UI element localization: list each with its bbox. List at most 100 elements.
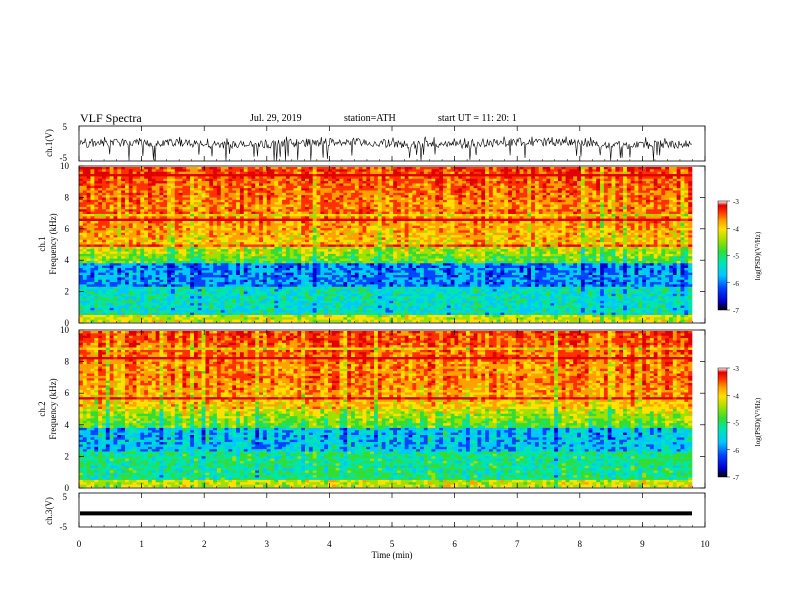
- spectrogram-cell: [128, 171, 133, 175]
- spectrogram-cell: [155, 228, 160, 231]
- spectrogram-cell: [213, 185, 218, 189]
- spectrogram-cell: [446, 237, 451, 241]
- spectrogram-cell: [542, 178, 547, 182]
- spectrogram-cell: [270, 232, 275, 236]
- spectrogram-cell: [251, 218, 256, 222]
- spectrogram-cell: [351, 218, 356, 222]
- spectrogram-cell: [343, 202, 348, 205]
- spectrogram-cell: [193, 218, 199, 222]
- spectrogram-cell: [144, 195, 149, 198]
- spectrogram-cell: [351, 176, 356, 180]
- spectrogram-cell: [469, 174, 474, 177]
- spectrogram-cell: [450, 192, 455, 196]
- spectrogram-cell: [236, 178, 241, 182]
- spectrogram-cell: [312, 192, 317, 196]
- spectrogram-cell: [454, 188, 459, 191]
- spectrogram-cell: [515, 190, 520, 194]
- spectrogram-cell: [247, 183, 252, 187]
- spectrogram-cell: [603, 192, 609, 196]
- spectrogram-cell: [477, 235, 482, 238]
- spectrogram-cell: [508, 188, 513, 191]
- spectrogram-cell: [370, 176, 375, 180]
- spectrogram-cell: [159, 195, 164, 198]
- spectrogram-cell: [588, 202, 593, 205]
- spectrogram-cell: [151, 169, 156, 172]
- spectrogram-cell: [646, 185, 651, 189]
- spectrogram-cell: [439, 209, 444, 212]
- spectrogram-cell: [565, 216, 570, 219]
- spectrogram-cell: [328, 237, 333, 241]
- spectrogram-cell: [374, 202, 379, 205]
- spectrogram-cell: [128, 223, 133, 227]
- spectrogram-cell: [79, 206, 84, 210]
- spectrogram-cell: [519, 190, 524, 194]
- spectrogram-cell: [339, 197, 344, 201]
- spectrogram-cell: [236, 171, 241, 175]
- spectrogram-cell: [381, 195, 386, 198]
- spectrogram-cell: [320, 195, 325, 198]
- spectrogram-cell: [515, 202, 520, 205]
- spectrogram-cell: [278, 174, 283, 177]
- spectrogram-cell: [458, 192, 463, 196]
- spectrogram-cell: [623, 167, 628, 170]
- spectrogram-cell: [615, 174, 620, 177]
- spectrogram-cell: [216, 188, 222, 191]
- spectrogram-cell: [293, 211, 298, 215]
- spectrogram-cell: [423, 199, 428, 203]
- spectrogram-cell: [293, 237, 298, 241]
- spectrogram-cell: [163, 195, 168, 198]
- spectrogram-cell: [117, 192, 122, 196]
- spectrogram-cell: [170, 169, 176, 172]
- spectrogram-cell: [458, 199, 463, 203]
- spectrogram-cell: [404, 185, 409, 189]
- spectrogram-cell: [450, 218, 455, 222]
- spectrogram-cell: [305, 185, 310, 189]
- spectrogram-cell: [573, 232, 578, 236]
- spectrogram-cell: [105, 232, 110, 236]
- spectrogram-cell: [684, 188, 689, 191]
- spectrogram-cell: [293, 174, 298, 177]
- spectrogram-cell: [335, 218, 340, 222]
- spectrogram-cell: [531, 190, 536, 194]
- spectrogram-cell: [381, 211, 386, 215]
- spectrogram-cell: [239, 213, 245, 217]
- spectrogram-cell: [255, 237, 260, 241]
- spectrogram-cell: [308, 237, 314, 241]
- spectrogram-cell: [205, 221, 210, 224]
- spectrogram-cell: [485, 178, 490, 182]
- spectrogram-cell: [496, 174, 501, 177]
- spectrogram-cell: [619, 185, 624, 189]
- spectrogram-cell: [569, 197, 574, 201]
- spectrogram-cell: [531, 174, 536, 177]
- spectrogram-cell: [600, 176, 605, 180]
- spectrogram-cell: [174, 181, 179, 184]
- spectrogram-cell: [504, 213, 509, 217]
- spectrogram-cell: [316, 213, 321, 217]
- spectrogram-cell: [584, 181, 589, 184]
- spectrogram-cell: [370, 223, 375, 227]
- spectrogram-cell: [251, 230, 256, 234]
- spectrogram-cell: [301, 197, 306, 201]
- spectrogram-cell: [343, 232, 348, 236]
- spectrogram-cell: [324, 174, 329, 177]
- spectrogram-cell: [178, 171, 183, 175]
- spectrogram-cell: [178, 221, 183, 224]
- spectrogram-cell: [101, 190, 107, 194]
- spectrogram-cell: [508, 181, 513, 184]
- spectrogram-cell: [170, 202, 176, 205]
- spectrogram-cell: [653, 235, 658, 238]
- spectrogram-cell: [159, 228, 164, 231]
- spectrogram-cell: [665, 209, 670, 212]
- spectrogram-cell: [201, 216, 206, 219]
- spectrogram-cell: [228, 237, 233, 241]
- spectrogram-cell: [465, 174, 471, 177]
- spectrogram-cell: [151, 176, 156, 180]
- spectrogram-cell: [688, 190, 693, 194]
- spectrogram-cell: [374, 223, 379, 227]
- spectrogram-cell: [504, 206, 509, 210]
- spectrogram-cell: [335, 174, 340, 177]
- spectrogram-cell: [259, 190, 264, 194]
- spectrogram-cell: [193, 221, 199, 224]
- spectrogram-cell: [351, 181, 356, 184]
- spectrogram-cell: [588, 171, 593, 175]
